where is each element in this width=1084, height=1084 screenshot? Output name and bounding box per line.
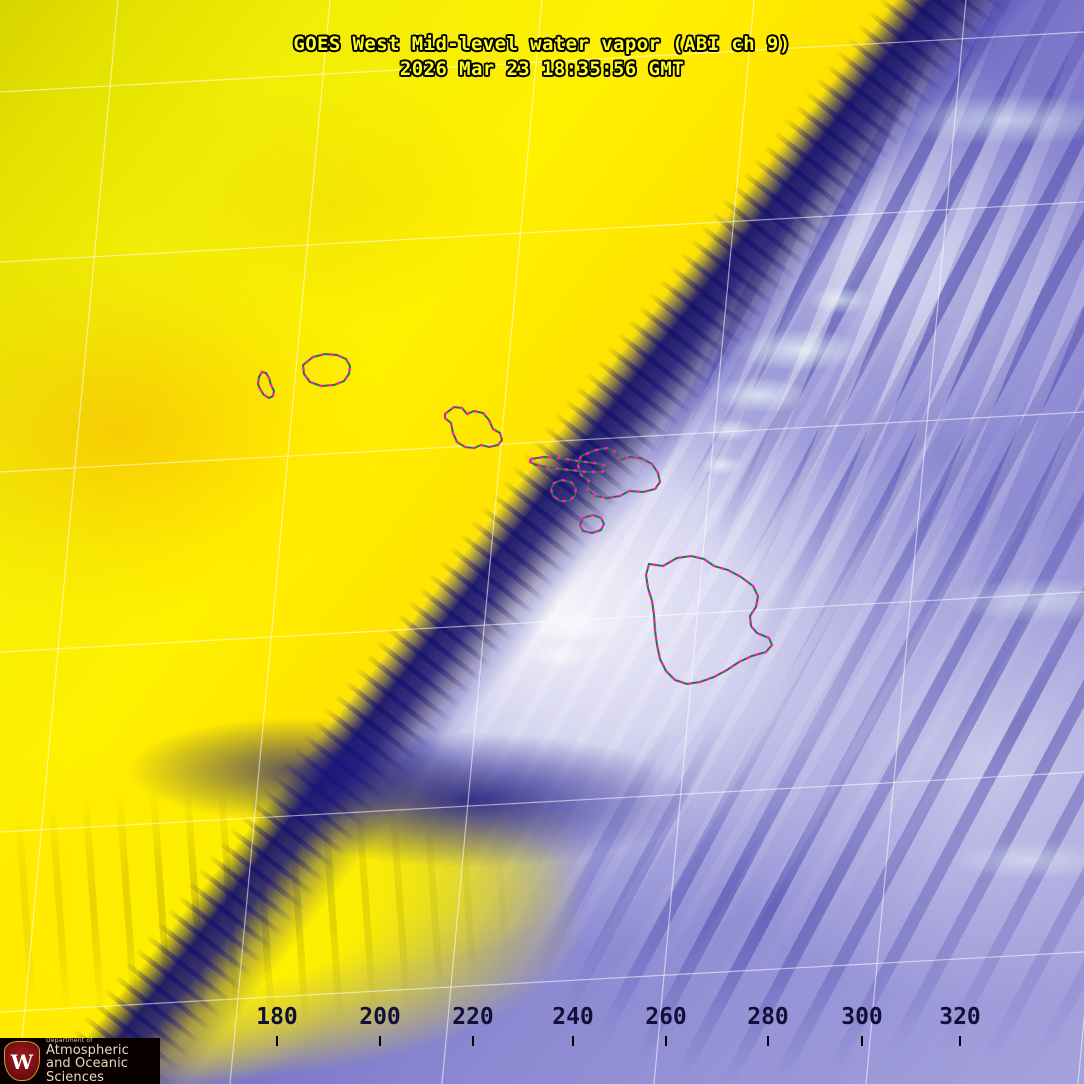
graticule-line: [0, 201, 1084, 263]
island-outline-maui: [576, 446, 662, 500]
graticule-line: [0, 591, 1084, 653]
graticule-line: [0, 771, 1084, 833]
colorbar-tick-260: [665, 1036, 667, 1046]
island-outline-oahu: [444, 405, 504, 450]
colorbar-tick-300: [861, 1036, 863, 1046]
colorbar-label-320: 320: [939, 1004, 981, 1030]
coast-markers-molokai: [528, 455, 608, 474]
graticule-line: [0, 31, 1084, 93]
graticule-line: [653, 0, 755, 1084]
colorbar-tick-180: [276, 1036, 278, 1046]
colorbar-label-260: 260: [645, 1004, 687, 1030]
coast-markers-hawaii: [644, 554, 774, 686]
colorbar-tick-200: [379, 1036, 381, 1046]
crest-monogram: W: [10, 1050, 34, 1074]
graticule-line: [17, 0, 119, 1084]
island-outline-hawaii: [644, 554, 774, 686]
uw-aos-logo: W Department of Atmospheric and Oceanic …: [0, 1038, 160, 1084]
coast-markers-kahoolawe: [578, 513, 606, 535]
colorbar-tick-320: [959, 1036, 961, 1046]
colorbar-region: 180 200 220 240 260 280 300 320: [0, 1000, 1084, 1084]
colorbar-tick-labels: 180 200 220 240 260 280 300 320: [0, 1000, 1084, 1046]
graticule-line: [441, 0, 543, 1084]
logo-dept-line: Department of: [46, 1038, 93, 1045]
graticule-line: [1077, 1012, 1084, 1084]
colorbar-label-180: 180: [256, 1004, 298, 1030]
colorbar-label-200: 200: [359, 1004, 401, 1030]
colorbar-tick-220: [472, 1036, 474, 1046]
colorbar-label-240: 240: [552, 1004, 594, 1030]
island-outline-kauai: [301, 352, 352, 388]
colorbar-tick-280: [767, 1036, 769, 1046]
uw-crest-icon: W: [4, 1041, 40, 1081]
logo-line-1: Atmospheric: [46, 1043, 129, 1059]
graticule-line: [0, 411, 1084, 473]
graticule-line: [229, 0, 331, 1084]
logo-line-2: and Oceanic Sciences: [46, 1056, 129, 1084]
coast-markers-oahu: [443, 405, 504, 450]
coast-markers-niihau: [256, 370, 276, 400]
graticule-line: [865, 0, 967, 1084]
coast-markers-lanai: [549, 478, 578, 503]
colorbar-label-300: 300: [841, 1004, 883, 1030]
colorbar-label-280: 280: [747, 1004, 789, 1030]
logo-wordmark: Department of Atmospheric and Oceanic Sc…: [46, 1038, 160, 1084]
island-outlines: [256, 352, 774, 686]
colorbar-tick-240: [572, 1036, 574, 1046]
colorbar-label-220: 220: [452, 1004, 494, 1030]
